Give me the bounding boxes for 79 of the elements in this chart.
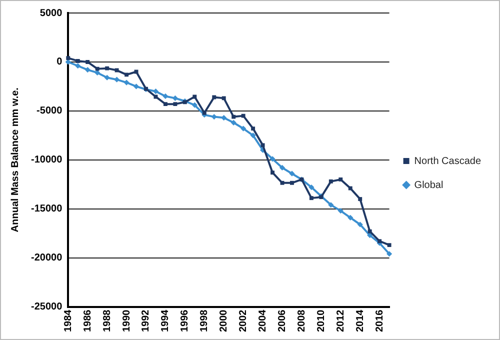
point: [133, 84, 140, 90]
point: [386, 251, 392, 257]
x-tick-label: 2002: [238, 309, 250, 332]
point: [172, 95, 178, 101]
point: [105, 66, 110, 70]
y-tick-label: -20000: [30, 252, 63, 264]
x-tick-label: 1990: [121, 309, 132, 332]
x-tick-label: 2010: [316, 309, 327, 332]
point: [114, 76, 120, 82]
x-tick-label: 1984: [62, 309, 74, 332]
x-tick-label: 2012: [335, 309, 346, 332]
x-tick-label: 1996: [180, 309, 191, 332]
point: [211, 114, 217, 120]
point: [154, 94, 158, 99]
x-tick-label: 2000: [218, 309, 230, 332]
point: [230, 120, 236, 126]
point: [378, 239, 382, 244]
point: [221, 114, 227, 121]
x-tick-label: 1988: [102, 309, 113, 332]
point: [308, 184, 314, 190]
point: [124, 80, 130, 86]
point: [270, 156, 276, 162]
point: [338, 177, 343, 182]
point: [250, 132, 256, 138]
point: [232, 114, 236, 119]
point: [192, 102, 198, 108]
point: [290, 180, 294, 185]
point: [309, 196, 314, 200]
y-tick-label: -25000: [30, 302, 63, 313]
point: [152, 88, 159, 94]
x-tick-label: 2006: [276, 309, 288, 332]
point: [76, 59, 80, 63]
point: [270, 170, 274, 175]
legend-label: Global: [414, 180, 444, 191]
x-tick-label: 2004: [258, 309, 269, 332]
point: [192, 94, 197, 99]
point: [173, 102, 178, 106]
point: [241, 114, 246, 118]
point: [328, 179, 333, 184]
x-tick-label: 1992: [140, 309, 152, 332]
point: [348, 214, 354, 220]
y-tick-label: -5000: [36, 106, 63, 117]
point: [357, 222, 363, 228]
x-tick-label: 2008: [296, 309, 308, 332]
point: [163, 102, 168, 106]
point: [222, 96, 226, 100]
point: [95, 66, 100, 71]
x-tick-label: 2014: [354, 309, 366, 332]
point: [75, 63, 81, 69]
point: [104, 74, 110, 80]
point: [84, 66, 90, 73]
point: [124, 72, 129, 77]
point: [348, 186, 352, 190]
point: [260, 143, 265, 148]
point: [338, 208, 344, 214]
x-tick-label: 1994: [160, 309, 172, 332]
x-tick-label: 1986: [82, 309, 94, 332]
x-tick-label: 1998: [199, 309, 210, 332]
point: [328, 202, 334, 208]
y-axis-title: Annual Mass Balance mm w.e.: [10, 87, 21, 232]
point: [212, 95, 216, 100]
y-tick-label: 5000: [40, 8, 63, 19]
y-tick-label: 0: [56, 56, 63, 68]
point: [387, 243, 392, 248]
y-tick-label: -15000: [30, 204, 63, 215]
point: [202, 110, 206, 115]
point: [358, 197, 362, 202]
legend-label: North Cascade: [414, 156, 482, 167]
point: [251, 126, 256, 131]
point: [240, 126, 246, 132]
x-tick-label: 2016: [374, 309, 386, 332]
point: [279, 164, 286, 171]
point: [162, 93, 168, 100]
point: [368, 229, 372, 234]
point: [66, 56, 70, 60]
point: [86, 60, 90, 64]
y-tick-label: -10000: [30, 154, 63, 166]
point: [114, 68, 119, 72]
point: [289, 170, 295, 176]
